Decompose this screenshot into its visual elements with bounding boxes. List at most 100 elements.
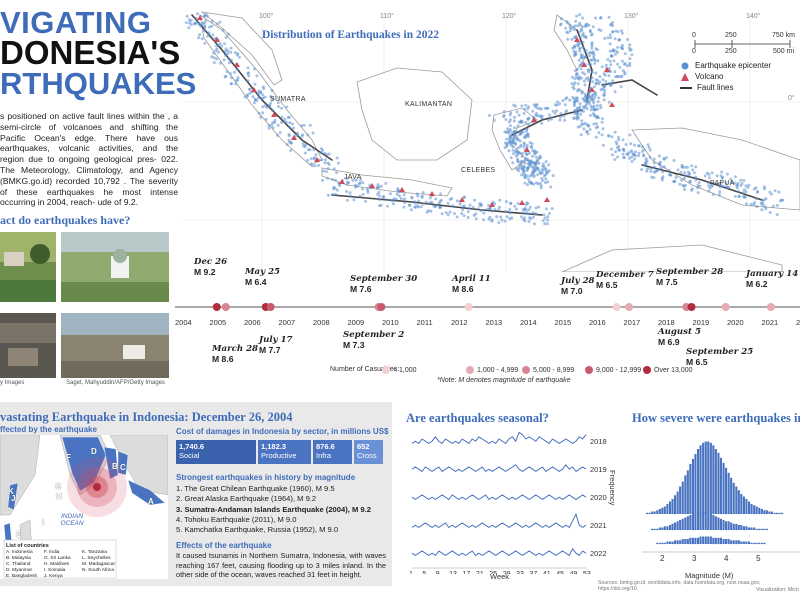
fault-line-icon: [680, 86, 692, 89]
severity-bar: [686, 470, 689, 515]
epicenter-dot: [229, 50, 233, 54]
epicenter-dot: [455, 199, 459, 203]
epicenter-dot: [739, 178, 743, 182]
seasonal-x-tick: 5: [422, 571, 426, 574]
epicenter-dot: [235, 53, 239, 57]
epicenter-dot: [184, 21, 188, 25]
epicenter-dot: [325, 153, 329, 157]
severity-bar: [719, 537, 722, 545]
severity-bar: [735, 486, 738, 514]
epicenter-dot: [610, 147, 613, 151]
epicenter-dot: [537, 205, 540, 209]
epicenter-dot: [537, 161, 541, 165]
severity-bar: [681, 518, 684, 531]
epicenter-dot: [264, 117, 268, 121]
epicenter-dot: [413, 200, 417, 204]
epicenter-dot: [778, 199, 782, 203]
epicenter-dot: [530, 173, 534, 177]
epicenter-dot: [764, 207, 768, 211]
epicenter-dot: [621, 138, 625, 142]
epicenter-dot: [579, 67, 583, 71]
seasonal-x-tick: 49: [570, 571, 578, 574]
severity-bar: [661, 527, 664, 530]
epicenter-dot: [432, 204, 436, 208]
epicenter-dot: [474, 217, 478, 221]
epicenter-dot: [584, 22, 588, 26]
epicenter-dot: [735, 186, 739, 190]
epicenter-dot: [345, 182, 349, 186]
epicenter-dot: [594, 71, 598, 75]
epicenter-dot: [694, 175, 698, 179]
epicenter-dot: [603, 36, 607, 40]
severity-bar: [679, 520, 682, 530]
severity-bar: [704, 441, 707, 514]
epicenter-dot: [694, 178, 698, 182]
scale-km-0: 0: [692, 32, 696, 39]
epicenter-dot: [516, 124, 520, 128]
volcano-marker: [604, 67, 610, 72]
cost-heading: Cost of damages in Indonesia by sector, …: [176, 427, 389, 436]
volcano-marker: [197, 15, 203, 20]
epicenter-dot: [563, 118, 567, 122]
epicenter-dot: [777, 190, 781, 194]
epicenter-dot: [525, 169, 529, 173]
epicenter-dot: [634, 150, 637, 154]
epicenter-icon: [681, 62, 689, 69]
severity-bar: [748, 541, 751, 544]
epicenter-dot: [578, 102, 582, 106]
epicenter-dot: [218, 61, 222, 65]
epicenter-dot: [609, 22, 613, 26]
epicenter-dot: [446, 213, 450, 217]
severity-bar: [676, 540, 679, 545]
severity-bar: [684, 539, 687, 544]
legend-fault-label: Fault lines: [697, 83, 734, 92]
epicenter-dot: [518, 133, 522, 137]
epicenter-dot: [576, 112, 579, 116]
timeline-year: 2018: [658, 318, 675, 327]
epicenter-dot: [621, 43, 625, 47]
event-mag: M 6.2: [746, 279, 768, 289]
event-mag: M 8.6: [212, 354, 234, 364]
casualty-swatch-icon: [466, 366, 474, 374]
epicenter-dot: [682, 184, 686, 188]
epicenter-dot: [437, 201, 441, 205]
event-mag: M 7.6: [350, 284, 372, 294]
epicenter-dot: [289, 141, 293, 145]
epicenter-dot: [533, 105, 537, 109]
casualty-bin-label: 9,000 - 12,999: [596, 366, 642, 374]
seasonal-x-tick: 37: [529, 571, 537, 574]
epicenter-dot: [289, 149, 293, 152]
epicenter-dot: [672, 159, 676, 162]
epicenter-dot: [537, 169, 541, 173]
timeline-year: 2019: [692, 318, 710, 327]
epicenter-dot: [512, 136, 516, 140]
epicenter-dot: [763, 187, 767, 191]
severity-x-tick: 2: [660, 554, 665, 563]
map-letter: J: [11, 494, 16, 503]
epicenter-dot: [358, 181, 362, 185]
effects-text: It caused tsunamis in Northern Sumatra, …: [176, 551, 386, 580]
timeline-year: 2016: [589, 318, 606, 327]
epicenter-dot: [551, 174, 555, 178]
volcano-marker: [271, 112, 277, 117]
epicenter-dot: [592, 113, 596, 117]
epicenter-dot: [247, 74, 251, 78]
epicenter-dot: [466, 210, 470, 214]
epicenter-dot: [189, 19, 193, 23]
epicenter-dot: [493, 208, 497, 211]
epicenter-dot: [644, 162, 648, 166]
severity-bar: [656, 528, 659, 531]
epicenter-dot: [253, 82, 257, 86]
epicenter-dot: [309, 157, 313, 161]
epicenter-dot: [611, 30, 615, 34]
epicenter-dot: [602, 93, 605, 97]
seasonal-year-label: 2020: [590, 493, 607, 502]
severity-bar: [646, 512, 649, 515]
epicenter-dot: [548, 212, 551, 215]
countries-heading: List of countries: [6, 543, 49, 549]
map-letter: E: [16, 530, 22, 539]
epicenter-dot: [514, 104, 517, 108]
epicenter-dot: [225, 70, 229, 74]
epicenter-dot: [251, 95, 255, 99]
severity-bar: [755, 542, 758, 545]
